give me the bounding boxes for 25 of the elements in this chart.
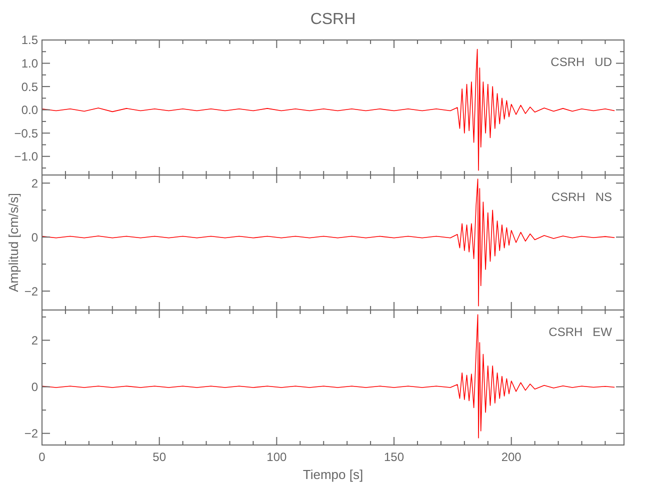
y-tick-label: 0 <box>31 380 38 394</box>
line-series <box>42 314 616 438</box>
y-tick-label: 1.5 <box>21 33 38 48</box>
x-axis-title: Tiempo [s] <box>302 467 364 482</box>
y-tick-label: 2 <box>31 333 38 348</box>
annotation: CSRH EW <box>548 325 613 339</box>
y-tick-label: −0.5 <box>14 126 38 140</box>
y-tick-label: −1.0 <box>14 150 38 164</box>
y-tick-label: 0 <box>31 230 38 244</box>
annotation: CSRH NS <box>551 190 612 204</box>
x-tick-label: 100 <box>266 450 288 464</box>
y-axis-title: Amplitud [cm/s/s] <box>6 193 21 292</box>
line-series <box>42 48 616 171</box>
y-tick-label: 1.0 <box>21 56 38 70</box>
y-tick-label: 0.0 <box>21 103 38 118</box>
y-tick-label: −2 <box>24 284 38 298</box>
x-tick-label: 150 <box>384 450 404 464</box>
y-tick-label: −2 <box>24 426 38 441</box>
y-tick-label: 2 <box>31 176 38 190</box>
x-tick-label: 200 <box>501 450 522 464</box>
chart-title: CSRH <box>310 11 356 28</box>
annotation: CSRH UD <box>550 55 612 69</box>
x-tick-label: 50 <box>152 450 166 464</box>
y-tick-label: 0.5 <box>21 80 38 94</box>
line-series <box>42 178 616 306</box>
